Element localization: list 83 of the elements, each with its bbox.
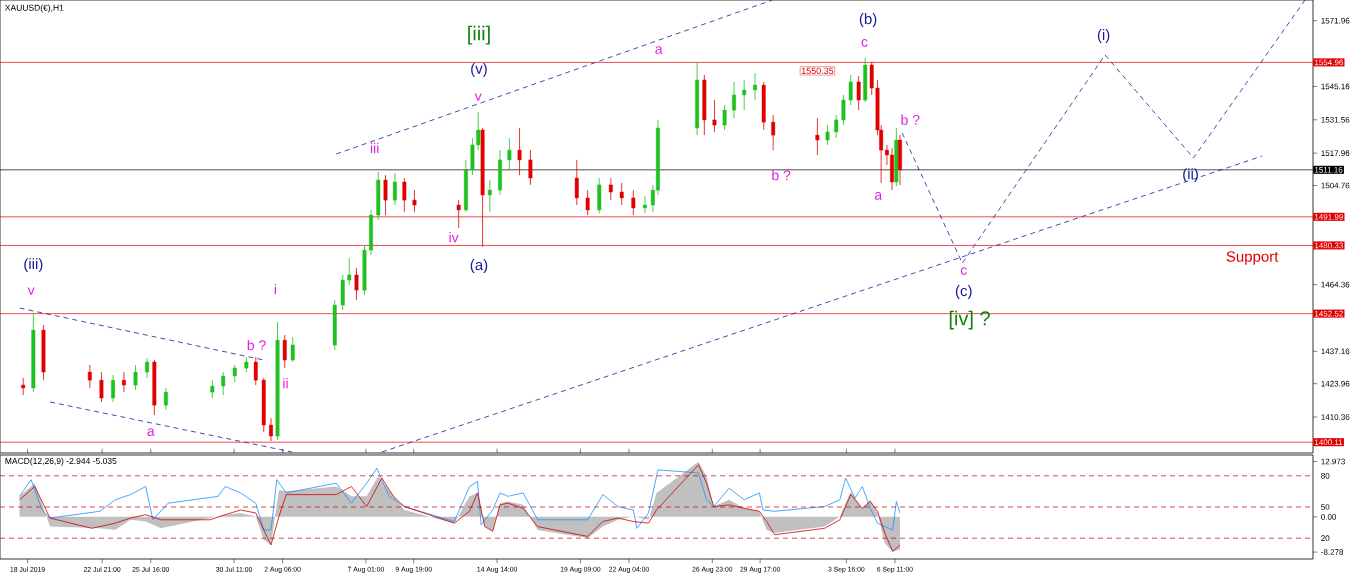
annotation: b ? bbox=[901, 114, 920, 125]
y-tick-label: 1464.36 bbox=[1321, 281, 1350, 288]
annotation: c bbox=[960, 267, 967, 275]
annotation: (iii) bbox=[24, 258, 43, 273]
y-tick-label: 1504.76 bbox=[1321, 182, 1350, 189]
annotation: (v) bbox=[471, 62, 487, 77]
candlestick bbox=[771, 114, 776, 151]
candlestick bbox=[282, 334, 287, 369]
y-tick-label: 0.00 bbox=[1321, 513, 1337, 520]
candlestick bbox=[841, 94, 846, 126]
ref-line-label: 1480.33 bbox=[1315, 242, 1343, 249]
annotation: v bbox=[474, 93, 482, 101]
annotation: (a) bbox=[470, 259, 488, 274]
ref-line-label: 1511.16 bbox=[1315, 166, 1343, 173]
candlestick bbox=[742, 79, 747, 111]
annotation: a bbox=[874, 192, 883, 200]
annotation: (c) bbox=[955, 285, 972, 300]
y-tick-label: 1517.96 bbox=[1321, 150, 1350, 156]
y2-tick-label: 50 bbox=[1321, 504, 1330, 510]
annotation: (i) bbox=[1097, 29, 1110, 44]
candlestick bbox=[402, 177, 407, 213]
chart-title: XAUUSD(€),H1 bbox=[5, 4, 64, 13]
candlestick bbox=[834, 114, 839, 139]
y-tick-label: 12.973 bbox=[1321, 458, 1345, 465]
candlestick bbox=[121, 371, 126, 393]
candlestick bbox=[528, 149, 533, 186]
candlestick bbox=[347, 257, 352, 286]
candlestick bbox=[290, 336, 295, 363]
y2-tick-label: 80 bbox=[1321, 472, 1330, 479]
candlestick bbox=[608, 177, 613, 201]
candlestick bbox=[815, 117, 820, 156]
annotation: [iv] ? bbox=[949, 310, 990, 330]
y-tick-label: 1531.56 bbox=[1321, 116, 1350, 123]
y-tick-label: 1437.16 bbox=[1321, 348, 1350, 355]
candlestick bbox=[392, 172, 397, 206]
candlestick bbox=[111, 374, 115, 403]
y-tick-label: 1545.16 bbox=[1321, 83, 1350, 90]
candlestick bbox=[354, 267, 359, 301]
y-tick-label: 1410.36 bbox=[1321, 414, 1350, 420]
candlestick bbox=[753, 72, 757, 101]
candlestick bbox=[722, 104, 727, 131]
candlestick bbox=[848, 74, 853, 106]
ref-line-label: 1452.52 bbox=[1315, 310, 1343, 317]
y-tick-label: 1571.96 bbox=[1321, 17, 1350, 24]
y-tick-label: 1423.96 bbox=[1321, 380, 1350, 387]
annotation: b ? bbox=[772, 169, 791, 181]
annotation: Support bbox=[1226, 251, 1279, 265]
annotation: [iii] bbox=[468, 25, 490, 45]
candlestick bbox=[574, 159, 579, 206]
candlestick bbox=[712, 99, 717, 133]
candlestick bbox=[221, 371, 226, 396]
ref-line-label: 1554.96 bbox=[1315, 59, 1343, 66]
candlestick bbox=[164, 387, 168, 411]
annotation: b ? bbox=[247, 339, 266, 351]
annotation: a bbox=[655, 46, 663, 54]
annotation: iv bbox=[449, 232, 459, 243]
annotation: ii bbox=[283, 378, 288, 389]
annotation: (ii) bbox=[1183, 168, 1198, 183]
candlestick bbox=[507, 137, 512, 171]
candlestick bbox=[856, 75, 861, 111]
candlestick bbox=[619, 182, 624, 206]
y-tick-label: -8.278 bbox=[1321, 549, 1344, 555]
candlestick bbox=[487, 179, 492, 213]
annotation: i bbox=[274, 284, 276, 295]
candlestick bbox=[87, 364, 92, 389]
candlestick bbox=[732, 81, 736, 119]
annotation: a bbox=[147, 428, 155, 436]
annotation: (b) bbox=[859, 13, 877, 28]
candlestick bbox=[253, 356, 258, 386]
ref-line-label: 1400.11 bbox=[1315, 439, 1343, 446]
annotation: v bbox=[27, 287, 35, 295]
annotation: 1550.35 bbox=[801, 67, 834, 75]
candlestick bbox=[825, 124, 830, 146]
annotation: c bbox=[861, 39, 868, 47]
candlestick bbox=[517, 127, 522, 176]
candlestick bbox=[133, 364, 138, 391]
candlestick bbox=[412, 189, 417, 213]
candlestick bbox=[642, 195, 647, 214]
y2-tick-label: 20 bbox=[1321, 535, 1330, 542]
ref-line-label: 1491.99 bbox=[1315, 214, 1343, 220]
annotation: iii bbox=[370, 142, 379, 153]
candlestick bbox=[145, 357, 150, 379]
candlestick bbox=[99, 371, 104, 403]
